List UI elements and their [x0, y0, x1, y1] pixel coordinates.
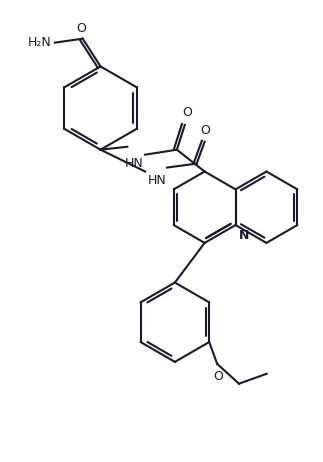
Text: O: O — [76, 22, 86, 35]
Text: H₂N: H₂N — [28, 36, 52, 49]
Text: O: O — [201, 124, 211, 137]
Text: O: O — [213, 370, 223, 383]
Text: N: N — [238, 229, 249, 242]
Text: O: O — [182, 106, 192, 119]
Text: HN: HN — [124, 157, 143, 170]
Text: HN: HN — [148, 175, 167, 188]
